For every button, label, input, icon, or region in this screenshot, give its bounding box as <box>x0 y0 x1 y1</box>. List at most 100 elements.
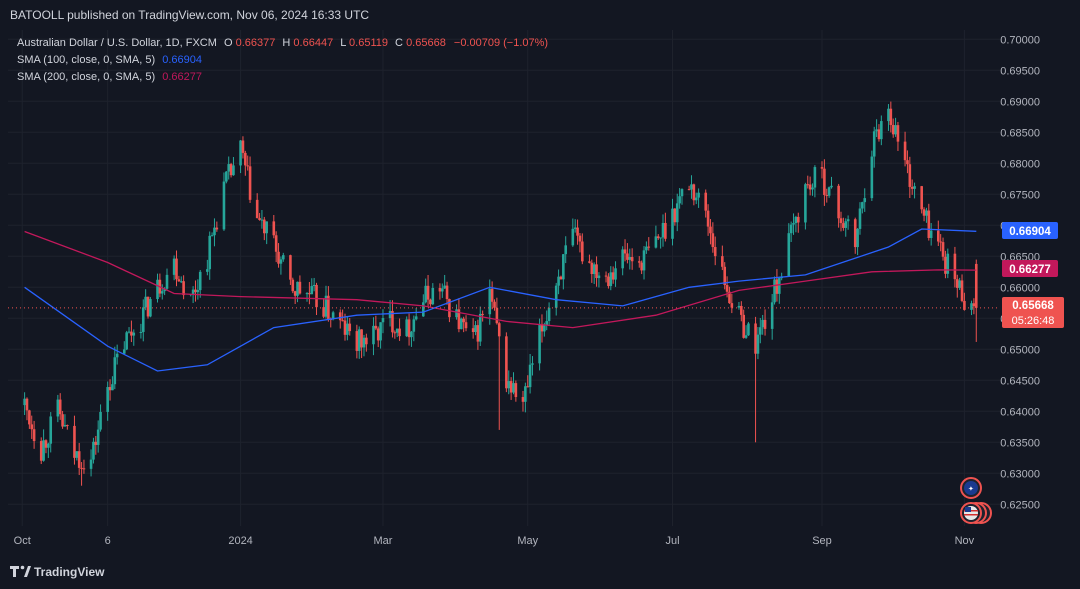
candle-up <box>165 274 169 289</box>
price-badge-text: 0.65668 <box>1012 300 1054 312</box>
y-tick-label: 0.64000 <box>1000 406 1040 418</box>
candle-up <box>139 331 143 333</box>
candle-down <box>355 331 359 351</box>
sma200-badge-text: 0.66277 <box>1009 264 1051 276</box>
candle-up <box>844 221 848 228</box>
candle-down <box>182 281 185 296</box>
candle-up <box>680 189 684 197</box>
candle-up <box>125 332 128 350</box>
price-axis[interactable]: 0.62500 0.63000 0.63500 0.64000 0.64500 0.650… <box>1000 34 1040 511</box>
candle-down <box>94 441 98 445</box>
candle-up <box>111 384 114 391</box>
candle-down <box>889 108 893 125</box>
candle-down <box>241 140 245 153</box>
us-flag-stripe-2 <box>964 514 978 516</box>
candle-down <box>742 314 745 338</box>
candle-down <box>44 440 48 448</box>
candle-down <box>820 167 824 169</box>
candle-down <box>462 318 465 323</box>
candle-up <box>543 325 546 332</box>
candle-down <box>80 467 83 469</box>
time-axis[interactable]: Oct 6 2024 Mar May Jul Sep Nov <box>14 535 975 547</box>
candle-up <box>747 323 750 336</box>
candle-down <box>457 309 461 330</box>
candle-down <box>246 165 249 167</box>
candle-up <box>331 312 335 320</box>
candle-up <box>770 302 774 329</box>
candle-up <box>127 331 131 333</box>
candle-down <box>438 287 442 292</box>
candle-down <box>595 264 598 279</box>
candle-up <box>47 443 50 448</box>
candle-down <box>322 307 325 317</box>
sma200-legend[interactable]: SMA (200, close, 0, SMA, 5) 0.66277 <box>17 71 202 83</box>
candle-down <box>692 184 696 201</box>
candle-up <box>310 286 314 295</box>
sma200-label: SMA (200, close, 0, SMA, 5) <box>17 71 155 83</box>
candle-up <box>357 329 361 351</box>
candle-up <box>346 323 349 335</box>
candle-down <box>77 451 81 468</box>
candle-down <box>853 219 857 248</box>
y-tick-label: 0.68000 <box>1000 158 1040 170</box>
candle-up <box>557 276 560 286</box>
candle-down <box>754 323 757 354</box>
candle-down <box>891 124 895 135</box>
candle-up <box>787 233 791 277</box>
candle-down <box>272 221 276 236</box>
sma200-line <box>24 230 977 329</box>
candle-up <box>794 216 798 224</box>
price-badge-bg <box>1002 297 1064 328</box>
candle-up <box>281 255 285 260</box>
candle-up <box>512 383 515 393</box>
candle-down <box>713 247 717 257</box>
candle-up <box>49 416 53 444</box>
candle-up <box>811 187 814 190</box>
candle-up <box>208 235 212 270</box>
tradingview-logo[interactable]: TradingView <box>10 565 105 579</box>
candle-down <box>837 185 840 219</box>
candle-up <box>804 184 807 223</box>
candle-up <box>474 325 477 332</box>
candle-up <box>671 208 674 239</box>
candle-up <box>56 399 60 417</box>
candle-up <box>894 125 897 135</box>
sma100-legend[interactable]: SMA (100, close, 0, SMA, 5) 0.66904 <box>17 54 202 66</box>
candle-up <box>958 280 961 288</box>
candle-down <box>725 285 729 292</box>
candle-up <box>856 228 859 248</box>
candle-down <box>721 256 724 267</box>
candle-down <box>808 184 812 190</box>
y-tick-label: 0.65000 <box>1000 344 1040 356</box>
candle-up <box>115 353 119 358</box>
sma100-badge-text: 0.66904 <box>1009 226 1051 238</box>
candle-up <box>459 318 463 330</box>
symbol-name: Australian Dollar / U.S. Dollar, 1D, FXC… <box>17 37 217 49</box>
candle-up <box>863 198 867 203</box>
candle-down <box>604 275 608 277</box>
candle-up <box>946 253 950 274</box>
candle-down <box>341 320 344 322</box>
candle-up <box>42 440 45 461</box>
symbol-legend: Australian Dollar / U.S. Dollar, 1D, FXC… <box>17 37 548 49</box>
candle-up <box>191 289 195 295</box>
candle-up <box>172 258 176 275</box>
candle-down <box>709 226 712 234</box>
y-tick-label: 0.69500 <box>1000 65 1040 77</box>
candle-up <box>488 288 492 315</box>
au-event-flag[interactable]: ✦ <box>960 477 982 499</box>
candle-up <box>478 313 482 342</box>
sma100-badge-bg <box>1002 222 1058 239</box>
candle-up <box>113 357 117 385</box>
candle-down <box>673 208 677 223</box>
candle-up <box>858 208 862 229</box>
us-event-flags[interactable] <box>960 502 992 524</box>
candle-up <box>813 167 817 188</box>
candle-up <box>63 425 67 427</box>
candle-down <box>215 227 219 230</box>
candle-up <box>861 202 864 209</box>
candle-down <box>910 186 914 189</box>
y-tick-label: 0.66000 <box>1000 282 1040 294</box>
candle-down <box>711 233 715 248</box>
